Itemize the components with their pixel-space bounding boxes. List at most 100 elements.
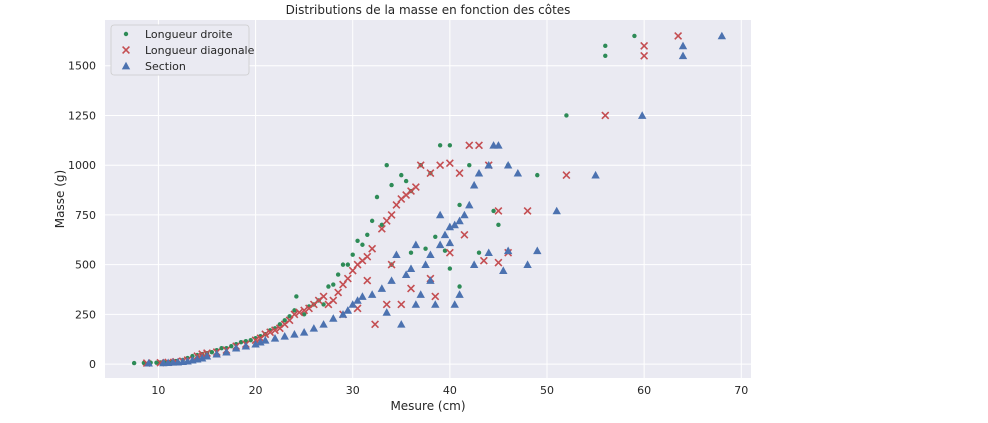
data-point: [457, 202, 462, 208]
data-point: [503, 246, 513, 255]
data-point: [591, 170, 600, 179]
data-point: [465, 141, 474, 150]
data-point: [435, 210, 445, 219]
tick-labels: 10 20 30 40 50 60 70 0 250 500 750 1000 1250 1500: [68, 60, 748, 397]
data-point: [295, 308, 304, 317]
data-point: [290, 310, 299, 319]
data-point: [261, 330, 270, 339]
data-point: [387, 210, 396, 219]
data-point: [350, 252, 355, 257]
y-tick-label: 250: [75, 308, 96, 321]
data-point: [475, 141, 483, 150]
data-point: [431, 300, 440, 308]
data-point: [197, 353, 207, 362]
y-tick-label: 1000: [68, 159, 96, 172]
x-tick-label: 30: [346, 384, 360, 397]
data-point: [469, 180, 479, 189]
data-point: [367, 290, 377, 298]
data-point: [397, 300, 406, 309]
data-point: [319, 292, 328, 301]
data-point: [416, 161, 425, 170]
data-point: [369, 218, 375, 224]
data-point: [343, 306, 353, 314]
data-point: [674, 31, 683, 40]
data-point: [326, 284, 331, 289]
data-point: [435, 240, 445, 249]
data-point: [496, 222, 501, 228]
data-point: [499, 266, 508, 274]
data-point: [421, 260, 430, 268]
data-point: [131, 360, 137, 366]
series-3: [144, 31, 727, 367]
data-point: [632, 33, 637, 39]
data-point: [445, 159, 454, 168]
data-point: [384, 162, 389, 168]
data-point: [447, 143, 453, 148]
data-point: [467, 162, 472, 168]
data-point: [368, 244, 377, 253]
data-point: [640, 41, 649, 50]
chart-title: Distributions de la masse en fonction de…: [286, 3, 571, 17]
data-point: [437, 143, 443, 148]
legend-label: Longueur droite: [145, 28, 233, 41]
data-point: [334, 288, 343, 297]
data-point: [335, 272, 341, 277]
data-point: [484, 160, 493, 169]
data-point: [343, 274, 352, 283]
data-point: [222, 347, 231, 356]
legend-item: Longueur diagonale: [122, 44, 255, 57]
data-point: [411, 240, 421, 249]
data-point: [309, 324, 319, 332]
data-point: [442, 248, 448, 253]
y-tick-label: 750: [75, 209, 96, 222]
data-point: [426, 276, 435, 284]
x-tick-label: 50: [540, 384, 554, 397]
data-point: [494, 141, 503, 149]
data-point: [407, 284, 415, 293]
x-tick-label: 70: [734, 384, 748, 397]
data-point: [533, 246, 542, 255]
data-point: [329, 296, 338, 305]
data-point: [358, 292, 367, 300]
data-point: [640, 51, 649, 60]
data-point: [299, 328, 309, 336]
data-point: [562, 171, 571, 180]
data-point: [251, 339, 260, 348]
data-point: [348, 300, 357, 308]
data-point: [491, 208, 496, 214]
data-point: [241, 341, 251, 350]
data-point: [363, 252, 372, 261]
data-point: [678, 51, 688, 60]
data-point: [319, 320, 328, 328]
data-point: [411, 300, 421, 308]
legend: Longueur droite Longueur diagonale Section: [110, 24, 255, 76]
legend-marker: [122, 46, 130, 54]
data-point: [374, 194, 380, 200]
data-point: [474, 168, 484, 177]
data-point: [436, 161, 445, 170]
data-point: [484, 248, 493, 257]
data-point: [465, 200, 474, 209]
data-point: [345, 262, 351, 267]
data-point: [460, 210, 469, 219]
data-point: [387, 276, 396, 284]
data-point: [457, 284, 462, 289]
data-point: [455, 169, 464, 178]
data-point: [266, 328, 275, 337]
data-point: [355, 238, 360, 243]
data-point: [426, 250, 435, 259]
data-point: [301, 312, 307, 317]
data-point: [270, 334, 280, 342]
y-tick-label: 1500: [68, 60, 96, 73]
data-point: [280, 332, 289, 340]
data-point: [377, 224, 386, 233]
data-point: [329, 314, 338, 322]
data-point: [401, 270, 411, 278]
data-point: [445, 222, 455, 231]
legend-label: Longueur diagonale: [145, 44, 255, 57]
data-point: [287, 314, 292, 319]
data-point: [503, 160, 513, 169]
data-point: [292, 308, 297, 313]
data-point: [399, 172, 404, 178]
